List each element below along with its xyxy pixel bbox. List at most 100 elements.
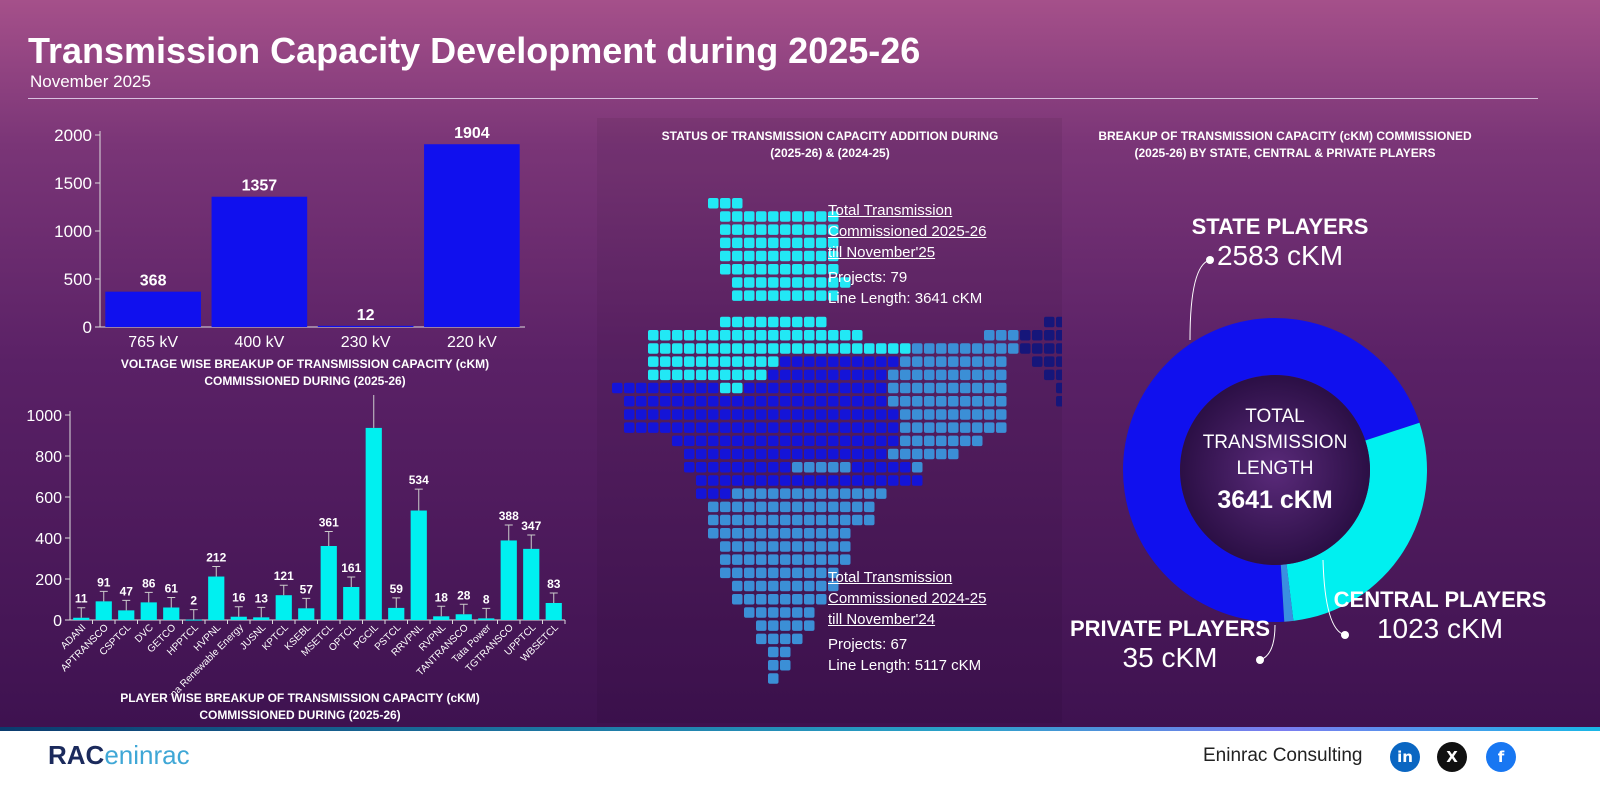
map-cell [948,435,959,447]
map-cell [972,382,983,394]
map-cell [672,356,683,367]
map-cell [744,211,755,222]
data-label: 47 [120,584,134,598]
previous-projects: Projects: 67 [828,636,908,653]
map-cell [732,528,743,539]
map-cell [780,462,791,473]
map-cell [852,514,863,526]
map-cell [816,211,827,222]
center-text: TOTAL [1245,406,1304,427]
map-cell [732,488,743,499]
map-cell [708,448,719,460]
map-cell [768,475,779,486]
error-bar [437,605,446,617]
map-cell [888,369,899,381]
map-cell [720,369,731,381]
map-cell [612,382,623,394]
map-cell [876,343,887,354]
logo-text: eninrac [104,740,190,770]
map-cell [708,435,719,447]
map-cell [792,330,803,341]
map-cell [816,528,827,539]
map-cell [792,396,803,407]
map-cell [732,277,743,288]
map-cell [816,316,827,328]
data-label: 12 [357,307,375,324]
map-cell [936,369,947,381]
y-tick-label: 600 [35,490,62,507]
map-cell [708,396,719,407]
map-cell [900,475,911,486]
error-bar [392,597,401,608]
bar [545,602,562,620]
map-cell [888,356,899,367]
map-cell [744,237,755,249]
error-bar [189,609,198,620]
map-cell [936,396,947,407]
map-cell [828,250,839,262]
map-cell [984,396,995,407]
map-cell [624,409,635,420]
map-cell [780,409,791,420]
map-cell [720,462,731,473]
map-cell [648,396,659,407]
map-cell [780,316,791,328]
data-label: 18 [435,590,449,604]
map-cell [744,514,755,526]
map-cell [792,435,803,447]
map-cell [864,501,875,513]
map-cell [816,462,827,473]
bar [118,610,135,620]
map-cell [744,343,755,354]
map-cell [984,409,995,420]
data-label: 59 [390,582,404,596]
map-cell [756,620,767,631]
current-info: Total Transmission Commissioned 2025-26 … [828,200,986,309]
map-cell [792,277,803,288]
map-cell [744,330,755,341]
map-cell [984,330,995,341]
facebook-icon[interactable]: f [1486,742,1516,772]
map-cell [972,422,983,433]
map-cell [840,382,851,394]
linkedin-icon[interactable]: in [1390,742,1420,772]
map-cell [720,422,731,433]
map-cell [828,514,839,526]
map-cell [936,409,947,420]
x-tick-label: 400 kV [234,334,284,351]
y-tick-label: 500 [64,270,92,289]
map-cell [732,343,743,354]
map-cell [768,237,779,249]
map-cell [780,488,791,499]
map-cell [828,488,839,499]
map-cell [708,501,719,513]
map-cell [744,488,755,499]
map-cell [732,198,743,209]
map-cell [816,264,827,275]
map-cell [864,488,875,499]
map-cell [888,462,899,473]
map-cell [756,567,767,579]
map-cell [900,462,911,473]
map-cell [732,501,743,513]
y-tick-label: 200 [35,572,62,589]
map-cell [672,435,683,447]
map-cell [684,422,695,433]
map-cell [864,356,875,367]
map-cell [828,448,839,460]
map-cell [816,435,827,447]
map-cell [756,594,767,605]
map-cell [720,211,731,222]
map-cell [936,356,947,367]
map-cell [672,382,683,394]
map-cell [840,356,851,367]
map-cell [840,541,851,552]
map-cell [768,580,779,592]
map-cell [732,435,743,447]
map-cell [828,211,839,222]
error-bar [549,592,558,603]
x-icon[interactable]: X [1437,742,1467,772]
page-title: Transmission Capacity Development during… [28,30,921,71]
map-cell [768,607,779,618]
map-cell [840,435,851,447]
